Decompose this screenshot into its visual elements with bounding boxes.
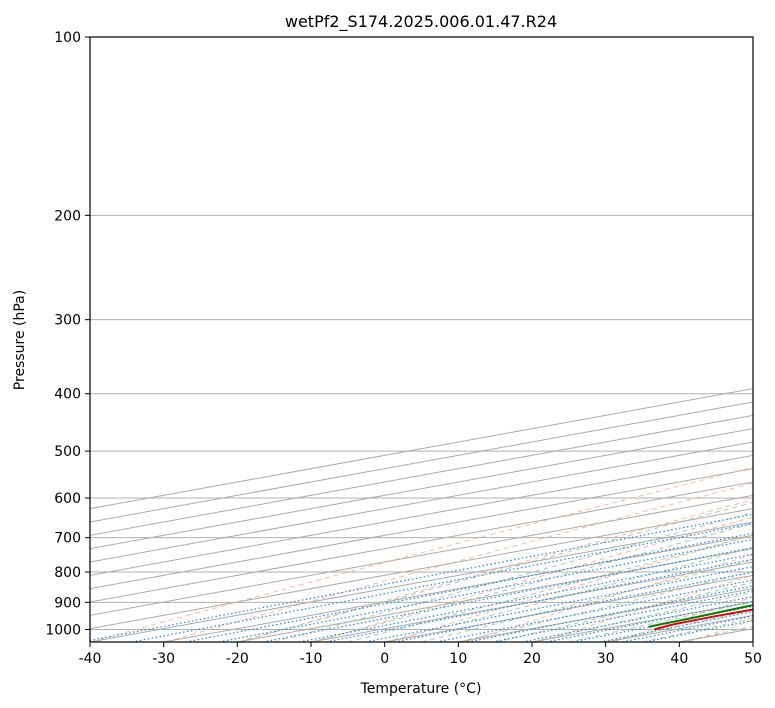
dry-adiabat <box>613 596 753 642</box>
moist-adiabats <box>237 501 753 642</box>
isotherm-gridline <box>90 388 753 510</box>
mixing-ratio-line <box>299 553 753 642</box>
x-axis-label: Temperature (°C) <box>360 681 482 697</box>
mixing-ratio-line <box>185 532 753 642</box>
moist-adiabat <box>568 600 753 642</box>
isotherm-gridline <box>90 454 753 576</box>
y-tick-label: 1000 <box>45 622 81 638</box>
moist-adiabat <box>237 501 753 642</box>
moist-adiabat <box>421 559 753 642</box>
y-axis-label: Pressure (hPa) <box>12 290 28 390</box>
y-tick-label: 900 <box>54 595 81 611</box>
x-tick-label: 30 <box>597 651 615 667</box>
isotherm-gridline <box>90 401 753 523</box>
isotherm-gridline <box>458 588 753 642</box>
x-tick-label: -40 <box>79 651 102 667</box>
isotherm-gridline <box>90 481 753 603</box>
temperature-profile-line <box>654 608 753 631</box>
x-tick-label: 40 <box>670 651 688 667</box>
y-tick-label: 300 <box>54 313 81 329</box>
moist-adiabat <box>495 581 753 642</box>
y-tick-label: 600 <box>54 491 81 507</box>
y-tick-label: 200 <box>54 208 81 224</box>
y-axis-ticks: 100 200 300 400 500 600 700 800 900 1000 <box>45 30 90 638</box>
isotherm-gridline <box>90 468 753 590</box>
moist-adiabat <box>605 609 753 642</box>
y-tick-label: 800 <box>54 565 81 581</box>
mixing-ratio-line <box>262 546 753 642</box>
isotherm-gridline <box>752 641 753 642</box>
x-axis-ticks: -40 -30 -20 -10 0 10 20 30 40 50 <box>79 642 762 667</box>
mixing-ratio-line <box>325 558 753 642</box>
isotherm-gridline <box>90 428 753 550</box>
isotherm-gridline <box>237 548 753 642</box>
dewpoint-profile-line <box>648 604 753 628</box>
dry-adiabat <box>389 534 753 642</box>
moist-adiabat <box>531 591 753 642</box>
y-tick-label: 700 <box>54 531 81 547</box>
dry-adiabat <box>463 554 753 642</box>
dry-adiabat <box>239 499 753 642</box>
moist-adiabat <box>347 534 753 642</box>
moist-adiabat <box>642 617 753 642</box>
x-tick-label: 0 <box>380 651 389 667</box>
isotherm-gridline <box>310 561 753 642</box>
y-tick-label: 400 <box>54 387 81 403</box>
moist-adiabat <box>384 546 753 642</box>
isotherm-gridline <box>163 534 753 642</box>
isotherm-gridline <box>90 414 753 536</box>
y-tick-label: 500 <box>54 444 81 460</box>
sounding-profiles <box>648 604 753 631</box>
dry-adiabat <box>763 37 775 642</box>
isotherm-gridline <box>605 614 753 642</box>
x-tick-label: 50 <box>744 651 762 667</box>
isotherm-gridline <box>679 628 753 642</box>
moist-adiabat <box>310 522 753 642</box>
x-tick-label: -30 <box>152 651 175 667</box>
mixing-ratio-line <box>622 615 753 642</box>
mixing-ratio-line <box>467 585 753 642</box>
dry-adiabat <box>688 619 753 642</box>
pressure-gridlines <box>90 37 753 630</box>
isotherm-gridline <box>90 441 753 563</box>
x-tick-label: 20 <box>523 651 541 667</box>
y-tick-label: 100 <box>54 30 81 46</box>
isotherm-gridline <box>90 521 753 642</box>
x-tick-label: 10 <box>449 651 467 667</box>
isotherm-gridline <box>90 494 753 616</box>
mixing-ratio-line <box>218 538 753 642</box>
plot-frame <box>89 36 754 643</box>
isotherm-gridlines <box>90 388 753 642</box>
isotherm-gridline <box>90 508 753 630</box>
dry-adiabat <box>314 516 753 642</box>
dry-adiabats <box>90 37 775 642</box>
mixing-ratio-line <box>599 611 753 642</box>
dry-adiabat <box>90 466 753 642</box>
chart-title: wetPf2_S174.2025.006.01.47.R24 <box>285 12 557 32</box>
moist-adiabat <box>458 570 753 642</box>
dry-adiabat <box>165 482 753 642</box>
x-tick-label: -20 <box>226 651 249 667</box>
x-tick-label: -10 <box>300 651 323 667</box>
